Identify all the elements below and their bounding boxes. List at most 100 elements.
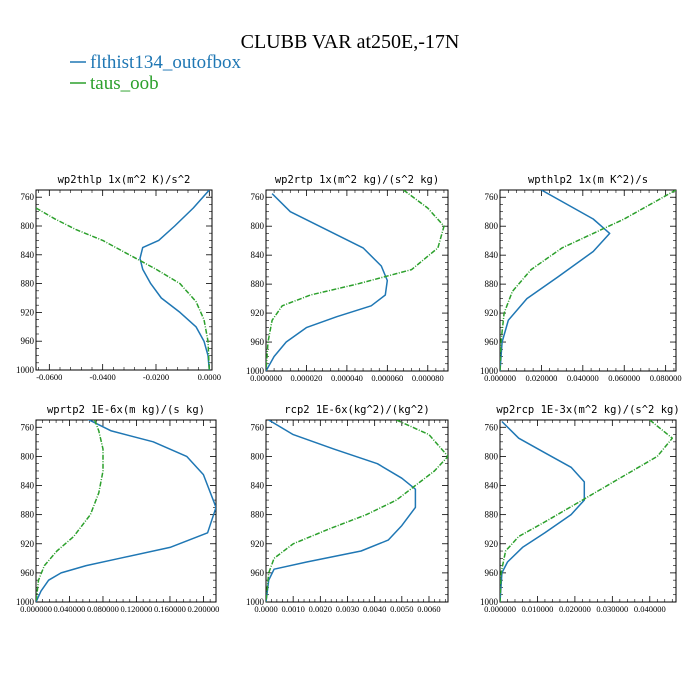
x-tick-label: 0.0030 [336, 604, 359, 614]
y-tick-label: 840 [21, 481, 35, 491]
y-tick-label: 800 [485, 451, 499, 461]
y-tick-label: 960 [485, 337, 499, 347]
series-line-flthist134-outofbox [36, 420, 216, 602]
x-tick-label: 0.000000 [20, 604, 52, 614]
y-tick-label: 960 [21, 568, 35, 578]
y-tick-label: 920 [251, 539, 265, 549]
x-tick-label: 0.000000 [250, 373, 282, 383]
y-tick-label: 880 [21, 279, 35, 289]
y-tick-label: 800 [485, 221, 499, 231]
y-tick-label: 880 [485, 510, 499, 520]
series-line-flthist134-outofbox [139, 190, 211, 370]
legend-label: flthist134_outofbox [90, 52, 241, 73]
y-tick-label: 840 [485, 481, 499, 491]
x-tick-label: 0.040000 [567, 373, 599, 383]
x-tick-label: 0.010000 [522, 604, 554, 614]
x-tick-label: -0.0400 [90, 372, 116, 382]
series-line-flthist134-outofbox [500, 420, 586, 602]
y-tick-label: 800 [21, 221, 35, 231]
panel-title: wpthlp2 1x(m K^2)/s [528, 174, 648, 186]
y-tick-label: 760 [485, 422, 499, 432]
legend-entry: flthist134_outofbox [70, 52, 241, 73]
y-tick-label: 840 [251, 250, 265, 260]
x-tick-label: 0.040000 [634, 604, 666, 614]
y-tick-label: 760 [21, 422, 35, 432]
figure-title: CLUBB VAR at250E,-17N [241, 31, 460, 53]
x-tick-label: 0.0040 [363, 604, 386, 614]
plot-frame [265, 189, 449, 372]
y-tick-label: 1000 [246, 597, 265, 607]
x-tick-label: 0.030000 [596, 604, 628, 614]
y-tick-label: 800 [251, 451, 265, 461]
y-tick-label: 880 [485, 279, 499, 289]
x-tick-label: 0.000000 [484, 604, 516, 614]
series-line-taus-oob [266, 420, 448, 602]
y-tick-label: 960 [485, 568, 499, 578]
series-line-flthist134-outofbox [266, 193, 389, 371]
series-line-taus-oob [36, 207, 211, 370]
series-line-taus-oob [36, 420, 104, 602]
x-tick-label: 0.0010 [281, 604, 304, 614]
panel-title: wp2rcp 1E-3x(m^2 kg)/(s^2 kg) [496, 404, 679, 416]
series-line-flthist134-outofbox [266, 420, 417, 602]
x-tick-label: 0.020000 [525, 373, 557, 383]
legend-entry: taus_oob [70, 73, 159, 94]
panel-3: wpthlp2 1x(m K^2)/s 760 800 840 880 920 960 100… [480, 174, 682, 383]
legend-label: taus_oob [90, 73, 159, 94]
x-tick-label: 0.000060 [371, 373, 403, 383]
plot-frame [265, 419, 449, 603]
series-line-flthist134-outofbox [500, 190, 611, 371]
x-tick-label: 0.0060 [417, 604, 440, 614]
x-tick-label: 0.000020 [291, 373, 323, 383]
x-tick-label: 0.120000 [121, 604, 153, 614]
x-tick-label: 0.080000 [650, 373, 682, 383]
y-tick-label: 760 [485, 192, 499, 202]
x-tick-label: 0.000000 [484, 373, 516, 383]
panel-5: rcp2 1E-6x(kg^2)/(kg^2) 760 800 840 880 920 96… [246, 404, 449, 614]
y-tick-label: 920 [485, 539, 499, 549]
y-tick-label: 920 [21, 539, 35, 549]
panel-1: wp2thlp 1x(m^2 K)/s^2 760 800 840 880 920 960 1… [16, 174, 221, 382]
y-tick-label: 760 [21, 192, 35, 202]
panel-title: wp2rtp 1x(m^2 kg)/(s^2 kg) [275, 174, 439, 186]
panel-title: wprtp2 1E-6x(m kg)/(s kg) [47, 404, 205, 416]
panel-title: rcp2 1E-6x(kg^2)/(kg^2) [284, 404, 429, 416]
y-tick-label: 960 [21, 336, 35, 346]
panel-2: wp2rtp 1x(m^2 kg)/(s^2 kg) 760 800 840 880 92… [246, 174, 449, 383]
y-tick-label: 1000 [246, 366, 265, 376]
series-line-taus-oob [266, 190, 445, 371]
x-tick-label: 0.0000 [198, 372, 221, 382]
y-tick-label: 800 [21, 451, 35, 461]
x-tick-label: 0.040000 [54, 604, 86, 614]
plot-frame [35, 419, 217, 603]
y-tick-label: 840 [485, 250, 499, 260]
series-line-taus-oob [500, 420, 674, 602]
y-tick-label: 800 [251, 221, 265, 231]
y-tick-label: 1000 [16, 597, 35, 607]
plot-frame [499, 419, 677, 603]
y-tick-label: 880 [251, 279, 265, 289]
series-line-taus-oob [500, 190, 676, 371]
y-tick-label: 1000 [480, 366, 499, 376]
x-tick-label: 0.0020 [309, 604, 332, 614]
panel-6: wp2rcp 1E-3x(m^2 kg)/(s^2 kg) 760 800 840 88… [480, 404, 680, 614]
x-tick-label: 0.020000 [559, 604, 591, 614]
x-tick-label: 0.200000 [188, 604, 220, 614]
panel-4: wprtp2 1E-6x(m kg)/(s kg) 760 800 840 880 920… [16, 404, 219, 614]
y-tick-label: 960 [251, 337, 265, 347]
y-tick-label: 920 [21, 307, 35, 317]
x-tick-label: 0.000080 [412, 373, 444, 383]
y-tick-label: 880 [251, 510, 265, 520]
y-tick-label: 760 [251, 192, 265, 202]
x-tick-label: -0.0200 [143, 372, 169, 382]
panel-title: wp2thlp 1x(m^2 K)/s^2 [58, 174, 191, 186]
y-tick-label: 1000 [16, 365, 35, 375]
y-tick-label: 880 [21, 510, 35, 520]
x-tick-label: 0.060000 [608, 373, 640, 383]
x-tick-label: -0.0600 [36, 372, 62, 382]
y-tick-label: 960 [251, 568, 265, 578]
plot-frame [499, 189, 677, 372]
y-tick-label: 920 [485, 308, 499, 318]
